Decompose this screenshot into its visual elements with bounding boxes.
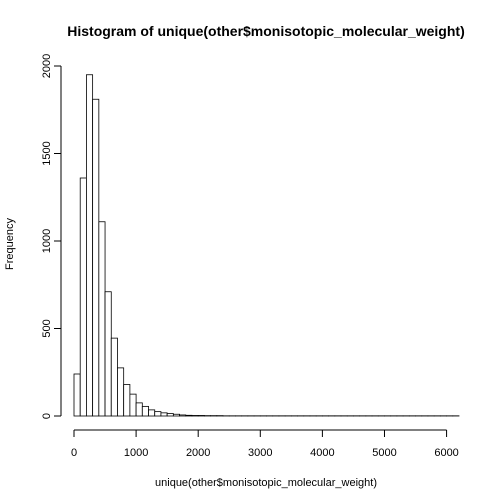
histogram-bar	[191, 415, 199, 417]
chart-title: Histogram of unique(other$monisotopic_mo…	[67, 23, 464, 39]
histogram-bar	[129, 393, 137, 417]
y-tick-label: 1500	[41, 141, 53, 165]
histogram-bar	[172, 413, 180, 417]
histogram-bar	[117, 367, 125, 417]
y-tick-label: 1000	[41, 229, 53, 253]
histogram-bar	[110, 337, 118, 417]
x-tick-label: 0	[71, 447, 77, 459]
x-tick-label: 4000	[310, 447, 334, 459]
histogram-bar	[98, 221, 106, 417]
y-axis-label: Frequency	[4, 218, 16, 270]
y-tick-label: 0	[41, 413, 53, 419]
histogram-bar	[148, 409, 156, 417]
histogram-bar	[154, 411, 162, 417]
histogram-bar	[86, 74, 94, 417]
histogram-bar	[135, 402, 143, 417]
histogram-bar	[160, 412, 168, 417]
x-tick-label: 1000	[124, 447, 148, 459]
x-axis: 0 1000 2000 3000 4000 5000 6000	[71, 429, 459, 459]
x-tick-label: 2000	[186, 447, 210, 459]
histogram-bar	[123, 384, 131, 417]
histogram-bar	[104, 291, 112, 417]
x-tick-label: 6000	[434, 447, 458, 459]
histogram-bar	[185, 414, 193, 417]
x-axis-label: unique(other$monisotopic_molecular_weigh…	[155, 477, 377, 489]
x-tick-label: 5000	[372, 447, 396, 459]
histogram-bar	[141, 405, 149, 417]
histogram-bar	[73, 373, 81, 417]
y-tick-label: 2000	[41, 54, 53, 78]
histogram-bar	[92, 98, 100, 417]
histogram-bar	[179, 414, 187, 417]
histogram-bar	[197, 415, 205, 417]
x-tick-label: 3000	[248, 447, 272, 459]
bars-group	[73, 74, 460, 417]
y-axis: 0 500 1000 1500 2000	[41, 54, 62, 419]
histogram-bar	[79, 177, 87, 417]
histogram-bar	[166, 413, 174, 417]
y-tick-label: 500	[41, 319, 53, 337]
